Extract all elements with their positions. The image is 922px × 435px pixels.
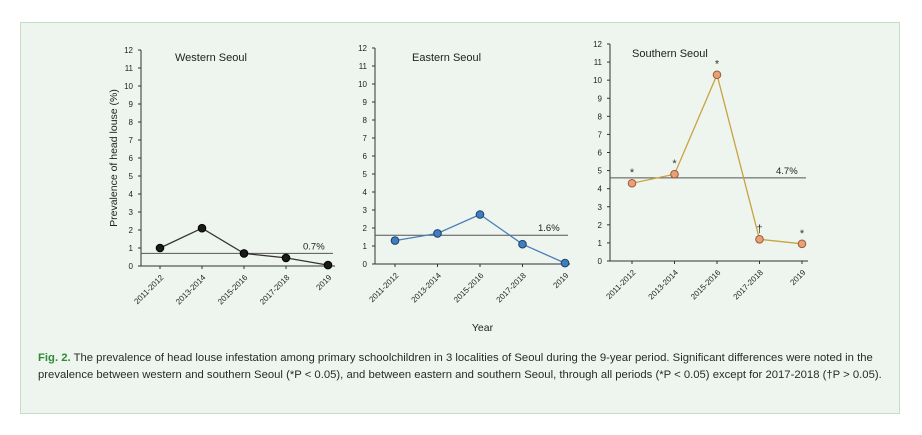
x-tick-label: 2015-2016 bbox=[216, 273, 250, 307]
y-tick-label: 11 bbox=[594, 58, 603, 67]
y-tick-label: 1 bbox=[129, 244, 134, 253]
significance-marker: * bbox=[630, 167, 635, 179]
y-tick-label: 9 bbox=[363, 98, 368, 107]
x-tick-label: 2013-2014 bbox=[174, 273, 208, 307]
y-tick-label: 0 bbox=[598, 257, 603, 266]
x-tick-label: 2013-2014 bbox=[646, 268, 680, 302]
data-point bbox=[475, 210, 485, 219]
y-tick-label: 10 bbox=[358, 80, 367, 89]
panel-title: Eastern Seoul bbox=[412, 52, 481, 64]
y-tick-label: 3 bbox=[129, 208, 134, 217]
data-point bbox=[560, 258, 570, 268]
y-axis-label: Prevalence of head louse (%) bbox=[108, 89, 120, 227]
y-tick-label: 5 bbox=[129, 172, 134, 181]
y-tick-label: 4 bbox=[129, 190, 134, 199]
data-point bbox=[281, 253, 291, 263]
y-tick-label: 10 bbox=[593, 76, 602, 85]
y-tick-label: 2 bbox=[129, 226, 134, 235]
reference-label: 0.7% bbox=[303, 241, 325, 252]
x-tick-label: 2019 bbox=[314, 273, 333, 292]
data-point bbox=[155, 243, 165, 253]
y-tick-label: 6 bbox=[363, 152, 368, 161]
figure-caption: Fig. 2. The prevalence of head louse inf… bbox=[38, 350, 890, 384]
y-tick-label: 6 bbox=[129, 154, 134, 163]
significance-marker: * bbox=[672, 158, 677, 170]
x-tick-label: 2019 bbox=[788, 268, 807, 287]
x-tick-label: 2017-2018 bbox=[258, 273, 292, 307]
x-tick-label: 2011-2012 bbox=[604, 268, 637, 301]
significance-marker: † bbox=[756, 223, 762, 235]
y-tick-label: 7 bbox=[363, 134, 368, 143]
panel-title: Southern Seoul bbox=[632, 48, 708, 60]
data-point bbox=[390, 236, 400, 245]
data-point bbox=[197, 223, 207, 233]
series-line bbox=[631, 72, 803, 245]
caption-text: The prevalence of head louse infestation… bbox=[38, 352, 882, 381]
data-point bbox=[323, 260, 333, 270]
y-tick-label: 8 bbox=[129, 118, 134, 127]
y-tick-label: 8 bbox=[598, 112, 603, 121]
x-tick-label: 2015-2016 bbox=[689, 268, 723, 302]
y-tick-label: 0 bbox=[363, 260, 368, 269]
x-tick-label: 2013-2014 bbox=[409, 271, 443, 305]
x-tick-label: 2017-2018 bbox=[731, 268, 765, 302]
x-tick-label: 2011-2012 bbox=[132, 273, 165, 306]
y-tick-label: 12 bbox=[593, 40, 602, 49]
series-line bbox=[394, 213, 566, 264]
data-point bbox=[755, 235, 764, 244]
y-tick-label: 5 bbox=[598, 167, 603, 176]
y-tick-label: 7 bbox=[129, 136, 134, 145]
significance-marker: * bbox=[715, 59, 720, 71]
data-point bbox=[518, 239, 527, 249]
x-tick-label: 2017-2018 bbox=[494, 271, 528, 305]
y-tick-label: 6 bbox=[598, 149, 603, 158]
y-tick-label: 8 bbox=[363, 116, 368, 125]
y-tick-label: 2 bbox=[363, 224, 368, 233]
data-point bbox=[433, 229, 442, 238]
y-tick-label: 11 bbox=[125, 64, 134, 73]
significance-marker: * bbox=[800, 228, 805, 240]
y-tick-label: 5 bbox=[363, 170, 368, 179]
y-tick-label: 4 bbox=[363, 188, 368, 197]
y-tick-label: 2 bbox=[598, 221, 603, 230]
y-tick-label: 4 bbox=[598, 185, 603, 194]
reference-label: 4.7% bbox=[776, 166, 798, 177]
data-point bbox=[712, 70, 722, 80]
y-tick-label: 12 bbox=[358, 44, 367, 53]
y-tick-label: 1 bbox=[363, 242, 368, 251]
y-tick-label: 9 bbox=[129, 100, 134, 109]
y-tick-label: 1 bbox=[598, 239, 603, 248]
y-tick-label: 11 bbox=[359, 62, 368, 71]
y-tick-label: 10 bbox=[124, 82, 133, 91]
y-tick-label: 12 bbox=[124, 46, 133, 55]
x-tick-label: 2015-2016 bbox=[452, 271, 486, 305]
data-point bbox=[239, 249, 249, 258]
y-tick-label: 3 bbox=[363, 206, 368, 215]
y-tick-label: 7 bbox=[598, 130, 603, 139]
figure-number: Fig. 2. bbox=[38, 352, 71, 364]
panel-title: Western Seoul bbox=[175, 52, 247, 64]
x-axis-label: Year bbox=[472, 322, 494, 334]
data-point bbox=[670, 169, 679, 179]
y-tick-label: 3 bbox=[598, 203, 603, 212]
data-point bbox=[797, 239, 807, 249]
data-point bbox=[627, 178, 637, 188]
x-tick-label: 2011-2012 bbox=[367, 271, 400, 304]
y-tick-label: 0 bbox=[129, 262, 134, 271]
x-tick-label: 2019 bbox=[551, 271, 570, 290]
y-tick-label: 9 bbox=[598, 94, 603, 103]
reference-label: 1.6% bbox=[538, 223, 560, 234]
